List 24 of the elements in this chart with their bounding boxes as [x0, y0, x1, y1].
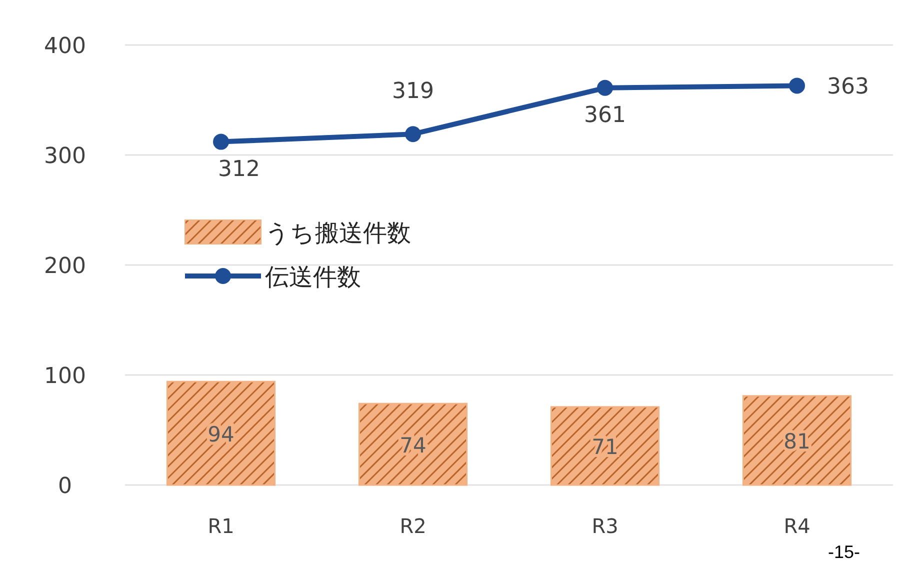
- data-label: 363: [827, 74, 869, 100]
- bar: [166, 380, 276, 486]
- text: -15-: [828, 542, 860, 562]
- y-tick-label: 400: [44, 34, 86, 59]
- point: [213, 134, 229, 150]
- x-tick-label: R3: [592, 514, 618, 538]
- point: [597, 80, 613, 96]
- x-tick-label: R2: [400, 514, 426, 538]
- y-tick-label: 100: [44, 364, 86, 389]
- point: [405, 126, 421, 142]
- x-tick-label: R4: [784, 514, 810, 538]
- bar: [550, 406, 660, 486]
- y-tick-label: 200: [44, 254, 86, 279]
- legend-label: 伝送件数: [265, 263, 361, 291]
- data-label: 312: [218, 156, 260, 182]
- bar: [742, 395, 852, 486]
- y-tick-label: 300: [44, 144, 86, 169]
- legend-label: うち搬送件数: [265, 219, 411, 247]
- data-label: 361: [584, 102, 626, 128]
- y-tick-label: 0: [58, 474, 72, 499]
- data-label: 319: [392, 79, 434, 104]
- bar: [358, 402, 468, 486]
- x-tick-label: R1: [208, 514, 234, 538]
- point: [789, 78, 805, 94]
